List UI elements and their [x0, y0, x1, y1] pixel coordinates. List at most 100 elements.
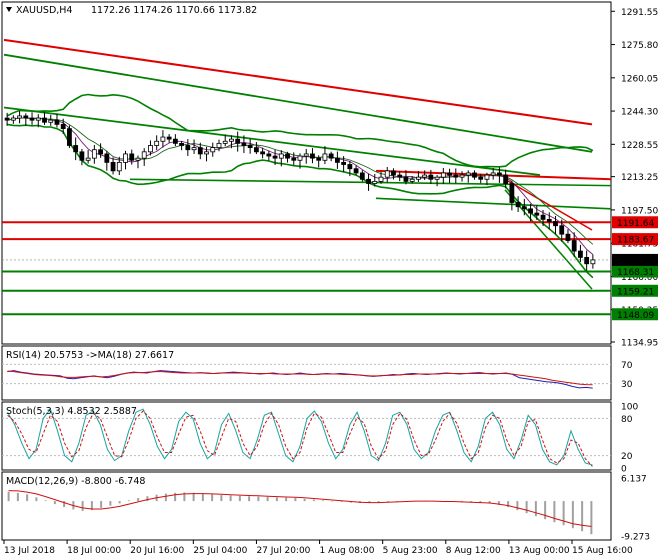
- macd-histogram-bar: [368, 501, 371, 503]
- time-tick-label: 25 Jul 04:00: [193, 546, 247, 556]
- candle-body: [534, 212, 540, 216]
- candle-body: [409, 178, 415, 182]
- candle: [222, 134, 228, 147]
- current-price-label: 1173.82: [617, 256, 654, 266]
- candle-body: [91, 149, 97, 159]
- candle-body: [210, 147, 216, 153]
- macd-histogram-bar: [183, 492, 186, 502]
- stoch-pane-frame: [1, 401, 612, 471]
- candle: [129, 149, 135, 165]
- macd-histogram-bar: [16, 492, 19, 502]
- rsi-indicator: 70 30: [2, 361, 633, 390]
- candle-body: [465, 172, 471, 176]
- macd-histogram-bar: [35, 497, 38, 502]
- candle: [54, 113, 60, 128]
- candle-body: [559, 225, 565, 235]
- candle: [241, 135, 247, 154]
- candle: [272, 149, 278, 165]
- candle: [191, 139, 197, 154]
- candle: [509, 180, 515, 211]
- candle: [260, 147, 266, 159]
- time-tick-label: 1 Aug 08:00: [320, 546, 375, 556]
- candle: [278, 150, 284, 167]
- price-axis: 1291.55 1275.80 1260.05 1244.30 1228.55 1213.…: [611, 8, 658, 349]
- ohlc-readout: 1172.26 1174.26 1170.66 1173.82: [91, 5, 257, 16]
- candle-body: [422, 174, 428, 178]
- macd-histogram-bar: [146, 496, 149, 502]
- candle: [590, 254, 596, 269]
- candle-body: [285, 153, 290, 159]
- symbol-dropdown-icon[interactable]: [6, 7, 12, 12]
- macd-tick-label: -9.273: [621, 533, 650, 543]
- macd-histogram-bar: [331, 501, 334, 502]
- candle: [472, 170, 477, 180]
- candle-body: [278, 153, 284, 159]
- macd-histogram-bar: [7, 491, 10, 502]
- candle: [397, 171, 403, 182]
- candle: [247, 138, 253, 154]
- candle: [571, 232, 577, 257]
- candle-body: [260, 151, 266, 155]
- candle: [378, 171, 384, 184]
- candle-body: [154, 140, 160, 146]
- time-tick-label: 13 Aug 00:00: [509, 546, 570, 556]
- candle-body: [397, 174, 403, 178]
- candle: [584, 250, 590, 271]
- price-tags: 1191.64 1183.67 1168.31 1159.21 1148.09 1173.…: [612, 216, 658, 321]
- candle: [229, 135, 234, 149]
- main-pane-frame: [1, 1, 612, 345]
- candle: [35, 114, 41, 128]
- candle: [123, 150, 128, 170]
- price-tick-label: 1275.80: [621, 41, 658, 51]
- bollinger-lower-line: [6, 123, 594, 279]
- bollinger-bands: [6, 93, 594, 279]
- macd-histogram-bar: [285, 497, 288, 502]
- macd-histogram-bar: [553, 501, 556, 523]
- candle-body: [104, 153, 110, 163]
- candle-body: [578, 250, 583, 258]
- candle-body: [123, 153, 128, 163]
- macd-histogram-bar: [294, 498, 297, 502]
- candle-body: [509, 183, 515, 203]
- candle-body: [197, 147, 203, 155]
- level-tag: [612, 233, 658, 246]
- candle-body: [253, 147, 259, 153]
- candle-body: [179, 142, 185, 146]
- macd-label: MACD(12,26,9) -8.800 -6.748: [6, 476, 145, 487]
- candle-body: [272, 155, 278, 159]
- macd-histogram-bar: [590, 501, 593, 535]
- candle: [372, 173, 378, 187]
- candle-body: [515, 202, 521, 208]
- stoch-tick-label: 100: [621, 403, 638, 413]
- candle-body: [135, 157, 141, 161]
- candle-body: [166, 136, 172, 140]
- candle: [353, 165, 359, 176]
- candle: [484, 172, 490, 186]
- candle-body: [4, 117, 10, 121]
- macd-histogram-bar: [137, 498, 140, 502]
- candle: [497, 167, 502, 183]
- candle-body: [453, 174, 459, 178]
- macd-histogram-bar: [164, 493, 167, 502]
- bollinger-upper-line: [6, 93, 594, 168]
- level-tag: [612, 265, 658, 278]
- candle: [42, 111, 47, 125]
- macd-histogram-bar: [275, 497, 278, 502]
- candle: [310, 148, 315, 164]
- candle: [160, 130, 166, 148]
- macd-histogram-bar: [581, 501, 584, 532]
- macd-histogram-bar: [534, 501, 537, 517]
- candle-body: [384, 170, 390, 178]
- price-tick-label: 1166.00: [621, 273, 658, 283]
- candle: [141, 148, 147, 166]
- macd-histogram-bar: [53, 501, 56, 505]
- candle-body: [415, 176, 421, 180]
- short-channel-line: [375, 197, 612, 210]
- macd-histogram-bar: [340, 501, 343, 502]
- macd-histogram-bar: [470, 501, 473, 503]
- candle: [341, 156, 347, 173]
- candle: [490, 168, 496, 180]
- candle: [453, 168, 459, 184]
- candle: [91, 144, 97, 164]
